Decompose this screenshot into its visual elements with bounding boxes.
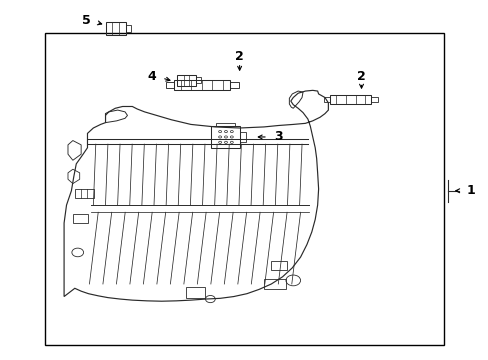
- Bar: [177, 75, 195, 86]
- Bar: [105, 22, 126, 35]
- Bar: [75, 189, 94, 198]
- Bar: [73, 214, 88, 223]
- Text: 4: 4: [147, 69, 156, 82]
- Bar: [216, 123, 234, 126]
- Text: 1: 1: [466, 184, 475, 197]
- Bar: [166, 82, 174, 88]
- Text: 5: 5: [81, 14, 90, 27]
- Bar: [271, 261, 286, 270]
- Bar: [329, 95, 370, 104]
- Bar: [211, 126, 239, 148]
- Bar: [173, 80, 229, 90]
- Bar: [195, 77, 200, 83]
- Bar: [126, 25, 131, 32]
- Bar: [44, 33, 444, 345]
- Bar: [264, 279, 285, 289]
- Bar: [229, 82, 238, 88]
- Text: 2: 2: [235, 50, 244, 63]
- Bar: [185, 287, 205, 298]
- Bar: [324, 97, 330, 102]
- Text: 3: 3: [274, 130, 283, 144]
- Bar: [239, 132, 246, 142]
- Text: 2: 2: [356, 69, 365, 82]
- Bar: [370, 97, 377, 102]
